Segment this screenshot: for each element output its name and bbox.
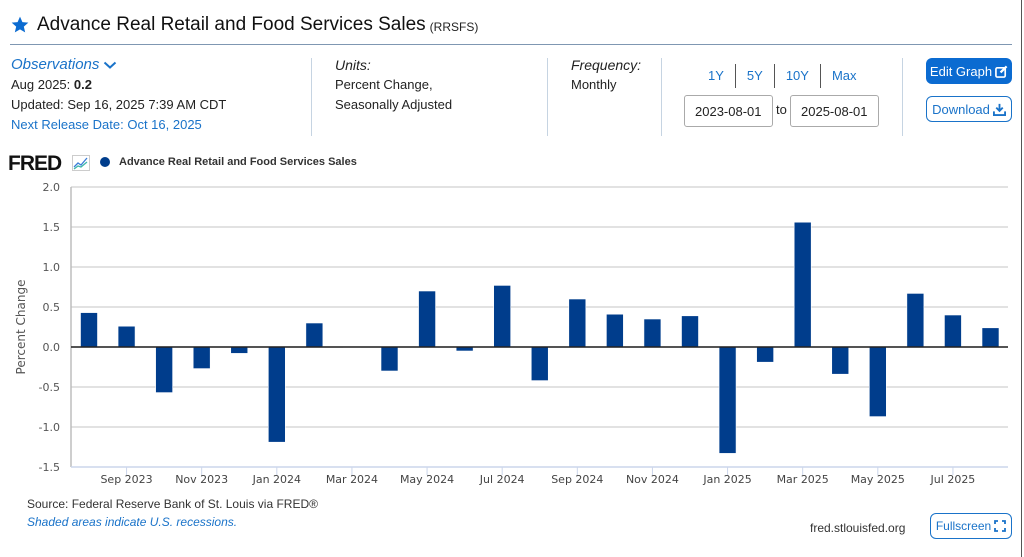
observations-dropdown[interactable]: Observations [11,55,311,75]
bar-chart: 2.0 1.5 1.0 0.5 0.0 -0.5 -1.0 -1.5 Percent Chang… [14,181,1008,486]
download-button[interactable]: Download [926,96,1012,122]
edit-graph-button[interactable]: Edit Graph [926,58,1012,84]
next-release-link[interactable]: Next Release Date: Oct 16, 2025 [11,117,202,132]
column-divider [902,58,903,136]
units-panel: Units: Percent Change, Seasonally Adjust… [335,55,535,115]
site-url: fred.stlouisfed.org [810,521,906,535]
bar [981,327,1000,348]
bar [530,346,549,381]
x-tick-label: Jul 2025 [930,473,976,486]
latest-value: 0.2 [73,77,92,92]
bar [681,315,699,348]
x-tick-label: May 2025 [851,473,905,486]
column-divider [311,58,312,136]
bar [944,314,962,348]
units-line1: Percent Change, [335,77,433,92]
recession-note: Shaded areas indicate U.S. recessions. [27,515,238,529]
bar [80,312,98,348]
range-5y-link[interactable]: 5Y [736,64,775,88]
title-divider [10,44,1012,45]
y-tick-label: -1.0 [39,421,60,434]
bar [117,325,136,348]
legend-marker [100,157,110,167]
x-tick-label: May 2024 [400,473,454,486]
page-title: Advance Real Retail and Food Services Sa… [37,14,426,35]
x-tick-label: Sep 2023 [100,473,152,486]
bar [793,221,812,348]
x-tick-label: Mar 2025 [777,473,829,486]
frequency-label: Frequency: [571,57,642,73]
units-line2: Seasonally Adjusted [335,97,453,112]
bar [718,346,737,454]
bar [869,346,887,417]
y-tick-label: -1.5 [39,461,60,474]
end-date-input[interactable] [790,95,879,127]
bar [268,346,286,443]
observations-label: Observations [11,56,100,73]
star-icon[interactable] [10,15,30,35]
bar [756,346,774,363]
fullscreen-button[interactable]: Fullscreen [930,513,1012,539]
series-id: (RRSFS) [429,20,479,34]
bar [643,318,662,348]
bar [493,285,511,348]
y-tick-label: 0.5 [43,301,61,314]
x-tick-label: Jan 2025 [702,473,751,486]
x-tick-label: Jul 2024 [479,473,525,486]
fred-graph-icon [72,155,90,171]
range-10y-link[interactable]: 10Y [775,64,821,88]
x-tick-label: Mar 2024 [326,473,378,486]
x-tick-label: Nov 2024 [626,473,679,486]
bar [418,290,436,348]
column-divider [661,58,662,136]
fred-logo[interactable]: FRED [8,152,62,175]
y-tick-label: 1.5 [43,221,61,234]
edit-icon [995,65,1008,78]
bar [230,346,249,354]
fullscreen-icon [994,520,1007,532]
bar [831,346,850,375]
bar [380,346,399,372]
range-max-link[interactable]: Max [831,68,857,83]
y-tick-label: 0.0 [43,341,61,354]
frequency-value: Monthly [571,77,617,92]
bar [606,313,624,348]
column-divider [547,58,548,136]
chevron-down-icon [104,61,117,69]
y-tick-label: 1.0 [43,261,61,274]
title-row: Advance Real Retail and Food Services Sa… [10,12,478,38]
frequency-panel: Frequency: Monthly [571,55,671,95]
y-axis-label: Percent Change [14,280,28,375]
source-text: Source: Federal Reserve Bank of St. Loui… [27,497,318,511]
bar [155,346,173,393]
to-label: to [776,102,787,117]
start-date-input[interactable] [684,95,773,127]
y-tick-label: -0.5 [39,381,60,394]
x-tick-label: Jan 2024 [252,473,301,486]
download-icon [992,103,1006,116]
bar [568,298,587,348]
latest-observation: Aug 2025: 0.2 [11,77,92,92]
x-tick-label: Sep 2024 [551,473,603,486]
observations-panel: Observations Aug 2025: 0.2 Updated: Sep … [11,55,311,135]
bar [906,293,925,348]
bar [305,322,324,348]
frame-border [1021,0,1022,557]
range-1y-link[interactable]: 1Y [697,64,736,88]
chart-legend: Advance Real Retail and Food Services Sa… [100,156,357,168]
bar [192,346,211,369]
x-tick-label: Nov 2023 [175,473,228,486]
updated-timestamp: Updated: Sep 16, 2025 7:39 AM CDT [11,97,227,112]
range-links: 1Y 5Y 10Y Max [697,64,868,88]
units-label: Units: [335,57,371,73]
y-tick-label: 2.0 [43,181,61,194]
legend-label: Advance Real Retail and Food Services Sa… [119,156,357,168]
